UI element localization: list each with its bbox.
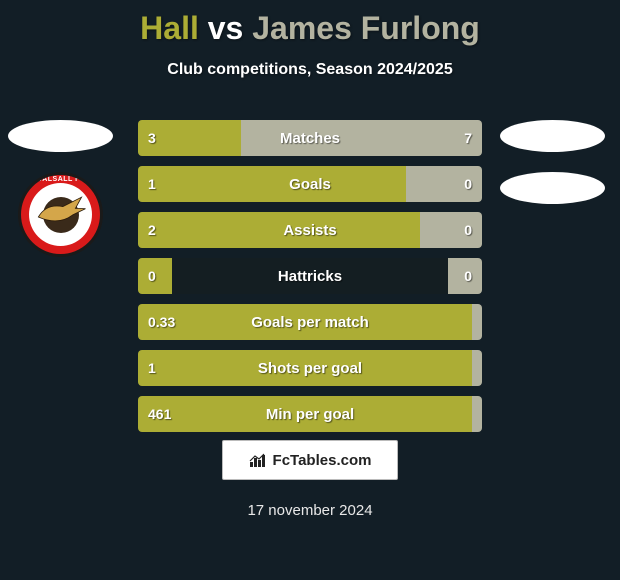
stat-row-min_per_goal: Min per goal461 — [138, 396, 482, 432]
stat-bar-left — [138, 304, 472, 340]
versus-text: vs — [208, 10, 244, 46]
subtitle: Club competitions, Season 2024/2025 — [0, 61, 620, 79]
crest-text: WALSALL FC — [21, 176, 100, 183]
stat-row-goals_per_match: Goals per match0.33 — [138, 304, 482, 340]
stat-row-hattricks: Hattricks00 — [138, 258, 482, 294]
comparison-title: Hall vs James Furlong — [0, 0, 620, 47]
player2-name: James Furlong — [252, 10, 480, 46]
stat-bar-right — [472, 304, 482, 340]
player1-photo-placeholder — [8, 120, 113, 152]
date-line: 17 november 2024 — [0, 502, 620, 519]
stat-bar-left — [138, 166, 406, 202]
stat-bar-left — [138, 396, 472, 432]
stat-row-goals: Goals10 — [138, 166, 482, 202]
stat-bar-left — [138, 120, 241, 156]
stat-bar-right — [241, 120, 482, 156]
stat-bar-left — [138, 258, 172, 294]
stat-label: Hattricks — [138, 258, 482, 294]
stat-bar-right — [472, 350, 482, 386]
stat-bar-left — [138, 212, 420, 248]
stat-row-shots_per_goal: Shots per goal1 — [138, 350, 482, 386]
stat-bar-right — [420, 212, 482, 248]
player2-club-crest-placeholder — [500, 172, 605, 204]
stat-row-assists: Assists20 — [138, 212, 482, 248]
stat-row-matches: Matches37 — [138, 120, 482, 156]
right-column — [492, 120, 612, 224]
brand-text: FcTables.com — [273, 452, 372, 469]
player1-club-crest: WALSALL FC — [18, 172, 103, 257]
stats-bars: Matches37 Goals10 Assists20 Hattricks00 Goal… — [138, 120, 482, 442]
stat-bar-right — [472, 396, 482, 432]
player1-name: Hall — [140, 10, 199, 46]
left-column: WALSALL FC — [8, 120, 113, 257]
stat-bar-left — [138, 350, 472, 386]
stat-bar-right — [406, 166, 482, 202]
brand-box: FcTables.com — [222, 440, 398, 480]
stat-bar-right — [448, 258, 482, 294]
brand-chart-icon — [249, 452, 267, 468]
player2-photo-placeholder — [500, 120, 605, 152]
